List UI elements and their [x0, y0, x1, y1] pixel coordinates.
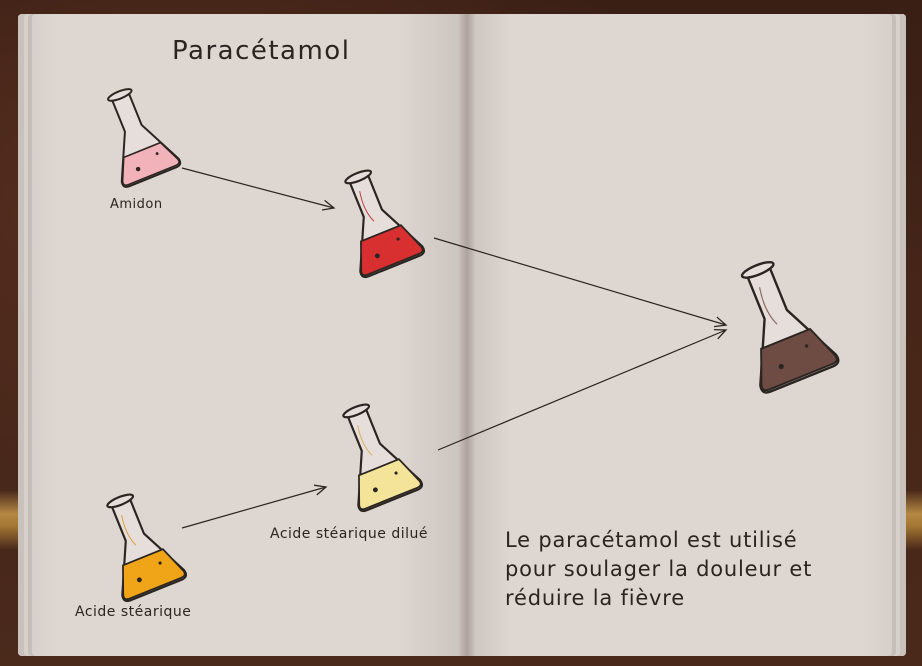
arrow-diluted-to-result — [437, 328, 728, 451]
recipe-description: Le paracétamol est utilisé pour soulager… — [505, 526, 865, 613]
arrow-amidon-to-red — [181, 167, 336, 211]
flask-stearic-acid[interactable] — [87, 485, 188, 603]
flask-result[interactable] — [718, 250, 840, 394]
label-amidon: Amidon — [110, 197, 163, 212]
liquid-red — [360, 224, 424, 277]
description-line-3: réduire la fièvre — [505, 586, 685, 610]
left-page — [18, 14, 466, 656]
liquid-result — [760, 327, 838, 392]
description-line-1: Le paracétamol est utilisé — [505, 528, 798, 552]
flask-diluted-stearic-acid[interactable] — [323, 395, 424, 513]
right-page — [466, 14, 906, 656]
label-stearic-acid: Acide stéarique — [75, 604, 192, 620]
book-spine — [458, 14, 476, 656]
recipe-book — [18, 14, 906, 656]
arrow-red-to-result — [433, 237, 728, 328]
liquid-stearic — [122, 548, 186, 601]
label-diluted-stearic-acid: Acide stéarique dilué — [270, 526, 428, 542]
flask-amidon[interactable] — [90, 80, 182, 188]
liquid-amidon — [121, 141, 180, 186]
description-line-2: pour soulager la douleur et — [505, 557, 813, 581]
liquid-diluted-stearic — [358, 458, 422, 511]
flask-red-intermediate[interactable] — [325, 161, 426, 279]
arrow-stearic-to-diluted — [181, 484, 328, 529]
recipe-title: Paracétamol — [172, 36, 351, 66]
